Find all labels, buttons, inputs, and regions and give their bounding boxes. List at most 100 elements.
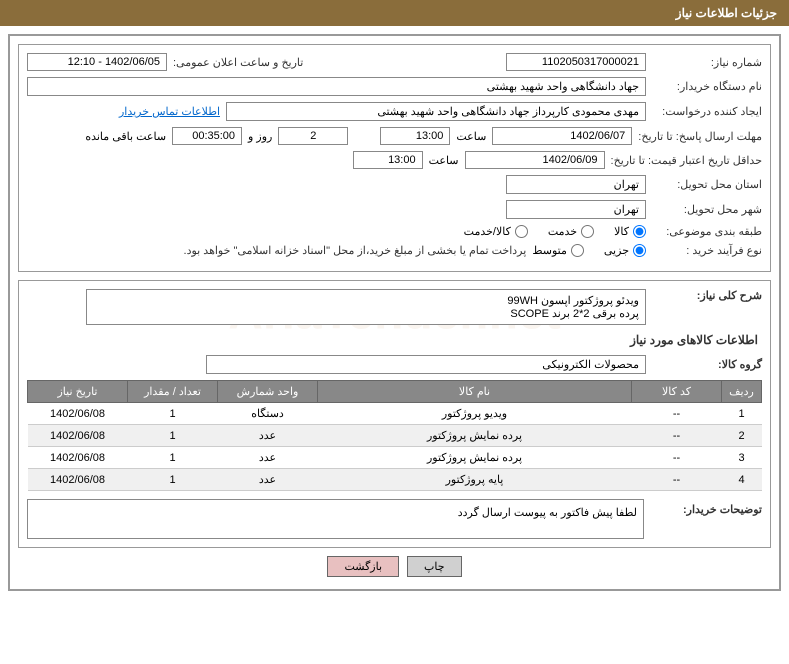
field-need-number: 1102050317000021 <box>506 53 646 71</box>
field-buyer-notes: لطفا پیش فاکتور به پیوست ارسال گردد <box>27 499 644 539</box>
button-row: چاپ بازگشت <box>18 556 771 577</box>
label-category: طبقه بندی موضوعی: <box>652 225 762 238</box>
row-need-summary: شرح کلی نیاز: ویدئو پروژکتور اپسون 99WH … <box>27 289 762 325</box>
row-buyer-notes: توضیحات خریدار: لطفا پیش فاکتور به پیوست… <box>27 499 762 539</box>
label-buyer-org: نام دستگاه خریدار: <box>652 80 762 93</box>
table-cell: 1402/06/08 <box>28 447 128 469</box>
label-buyer-notes: توضیحات خریدار: <box>652 499 762 516</box>
table-header-row: ردیف کد کالا نام کالا واحد شمارش تعداد /… <box>28 381 762 403</box>
row-province: استان محل تحویل: تهران <box>27 175 762 194</box>
label-need-summary: شرح کلی نیاز: <box>652 289 762 302</box>
table-cell: عدد <box>218 469 318 491</box>
goods-section-title: اطلاعات کالاهای مورد نیاز <box>31 333 758 347</box>
label-purchase-type: نوع فرآیند خرید : <box>652 244 762 257</box>
row-need-number: شماره نیاز: 1102050317000021 تاریخ و ساع… <box>27 53 762 71</box>
info-section: شماره نیاز: 1102050317000021 تاریخ و ساع… <box>18 44 771 272</box>
radio-khedmat[interactable]: خدمت <box>548 225 594 238</box>
table-cell: دستگاه <box>218 403 318 425</box>
row-city: شهر محل تحویل: تهران <box>27 200 762 219</box>
row-price-validity: حداقل تاریخ اعتبار قیمت: تا تاریخ: 1402/… <box>27 151 762 169</box>
radio-kala-input[interactable] <box>633 225 646 238</box>
th-date: تاریخ نیاز <box>28 381 128 403</box>
main-container: AriaTender.net شماره نیاز: 1102050317000… <box>8 34 781 591</box>
field-province: تهران <box>506 175 646 194</box>
back-button[interactable]: بازگشت <box>327 556 399 577</box>
radio-khedmat-input[interactable] <box>581 225 594 238</box>
purchase-note: پرداخت تمام یا بخشی از مبلغ خرید،از محل … <box>184 244 527 257</box>
buyer-contact-link[interactable]: اطلاعات تماس خریدار <box>119 105 220 118</box>
radio-kala-khedmat-label: کالا/خدمت <box>464 225 511 238</box>
label-city: شهر محل تحویل: <box>652 203 762 216</box>
label-remaining: ساعت باقی مانده <box>85 130 166 143</box>
page-title: جزئیات اطلاعات نیاز <box>676 6 777 20</box>
radio-kala-khedmat[interactable]: کالا/خدمت <box>464 225 528 238</box>
radio-minor[interactable]: جزیی <box>604 244 646 257</box>
table-cell: 1 <box>128 447 218 469</box>
radio-minor-label: جزیی <box>604 244 629 257</box>
table-cell: 1402/06/08 <box>28 403 128 425</box>
radio-minor-input[interactable] <box>633 244 646 257</box>
summary-line1: ویدئو پروژکتور اپسون 99WH <box>93 294 639 307</box>
table-cell: -- <box>632 403 722 425</box>
purchase-type-radio-group: جزیی متوسط <box>532 244 646 257</box>
row-reply-deadline: مهلت ارسال پاسخ: تا تاریخ: 1402/06/07 سا… <box>27 127 762 145</box>
th-unit: واحد شمارش <box>218 381 318 403</box>
radio-medium-label: متوسط <box>532 244 567 257</box>
radio-kala[interactable]: کالا <box>614 225 646 238</box>
table-cell: 1402/06/08 <box>28 469 128 491</box>
radio-medium[interactable]: متوسط <box>532 244 584 257</box>
table-row: 4--پایه پروژکتورعدد11402/06/08 <box>28 469 762 491</box>
row-category: طبقه بندی موضوعی: کالا خدمت کالا/خدمت <box>27 225 762 238</box>
field-price-date: 1402/06/09 <box>465 151 605 169</box>
goods-table: ردیف کد کالا نام کالا واحد شمارش تعداد /… <box>27 380 762 491</box>
table-cell: پرده نمایش پروژکتور <box>318 447 632 469</box>
field-price-time: 13:00 <box>353 151 423 169</box>
table-cell: پرده نمایش پروژکتور <box>318 425 632 447</box>
row-requester: ایجاد کننده درخواست: مهدی محمودی کارپردا… <box>27 102 762 121</box>
category-radio-group: کالا خدمت کالا/خدمت <box>464 225 646 238</box>
field-time-remaining: 00:35:00 <box>172 127 242 145</box>
field-requester: مهدی محمودی کارپرداز جهاد دانشگاهی واحد … <box>226 102 646 121</box>
summary-line2: پرده برقی 2*2 برند SCOPE <box>93 307 639 320</box>
field-need-summary: ویدئو پروژکتور اپسون 99WH پرده برقی 2*2 … <box>86 289 646 325</box>
goods-section: شرح کلی نیاز: ویدئو پروژکتور اپسون 99WH … <box>18 280 771 548</box>
field-buyer-org: جهاد دانشگاهی واحد شهید بهشتی <box>27 77 646 96</box>
table-cell: 2 <box>722 425 762 447</box>
table-cell: ویدیو پروژکتور <box>318 403 632 425</box>
table-cell: 4 <box>722 469 762 491</box>
label-province: استان محل تحویل: <box>652 178 762 191</box>
radio-medium-input[interactable] <box>571 244 584 257</box>
table-cell: -- <box>632 447 722 469</box>
table-cell: پایه پروژکتور <box>318 469 632 491</box>
page-header: جزئیات اطلاعات نیاز <box>0 0 789 26</box>
label-requester: ایجاد کننده درخواست: <box>652 105 762 118</box>
table-cell: عدد <box>218 425 318 447</box>
label-announce-date: تاریخ و ساعت اعلان عمومی: <box>173 56 303 69</box>
field-goods-group: محصولات الکترونیکی <box>206 355 646 374</box>
print-button[interactable]: چاپ <box>407 556 462 577</box>
label-reply-time: ساعت <box>456 130 486 143</box>
table-row: 2--پرده نمایش پروژکتورعدد11402/06/08 <box>28 425 762 447</box>
label-price-time: ساعت <box>429 154 459 167</box>
table-body: 1--ویدیو پروژکتوردستگاه11402/06/082--پرد… <box>28 403 762 491</box>
table-cell: 3 <box>722 447 762 469</box>
table-cell: -- <box>632 469 722 491</box>
table-cell: 1 <box>128 403 218 425</box>
radio-kala-khedmat-input[interactable] <box>515 225 528 238</box>
field-reply-date: 1402/06/07 <box>492 127 632 145</box>
label-goods-group: گروه کالا: <box>652 358 762 371</box>
table-cell: -- <box>632 425 722 447</box>
table-cell: 1 <box>128 425 218 447</box>
radio-khedmat-label: خدمت <box>548 225 577 238</box>
field-reply-time: 13:00 <box>380 127 450 145</box>
field-announce-date: 1402/06/05 - 12:10 <box>27 53 167 71</box>
th-code: کد کالا <box>632 381 722 403</box>
label-days: روز و <box>248 130 272 143</box>
label-need-number: شماره نیاز: <box>652 56 762 69</box>
table-cell: 1402/06/08 <box>28 425 128 447</box>
table-cell: عدد <box>218 447 318 469</box>
th-row: ردیف <box>722 381 762 403</box>
field-city: تهران <box>506 200 646 219</box>
table-cell: 1 <box>722 403 762 425</box>
th-name: نام کالا <box>318 381 632 403</box>
